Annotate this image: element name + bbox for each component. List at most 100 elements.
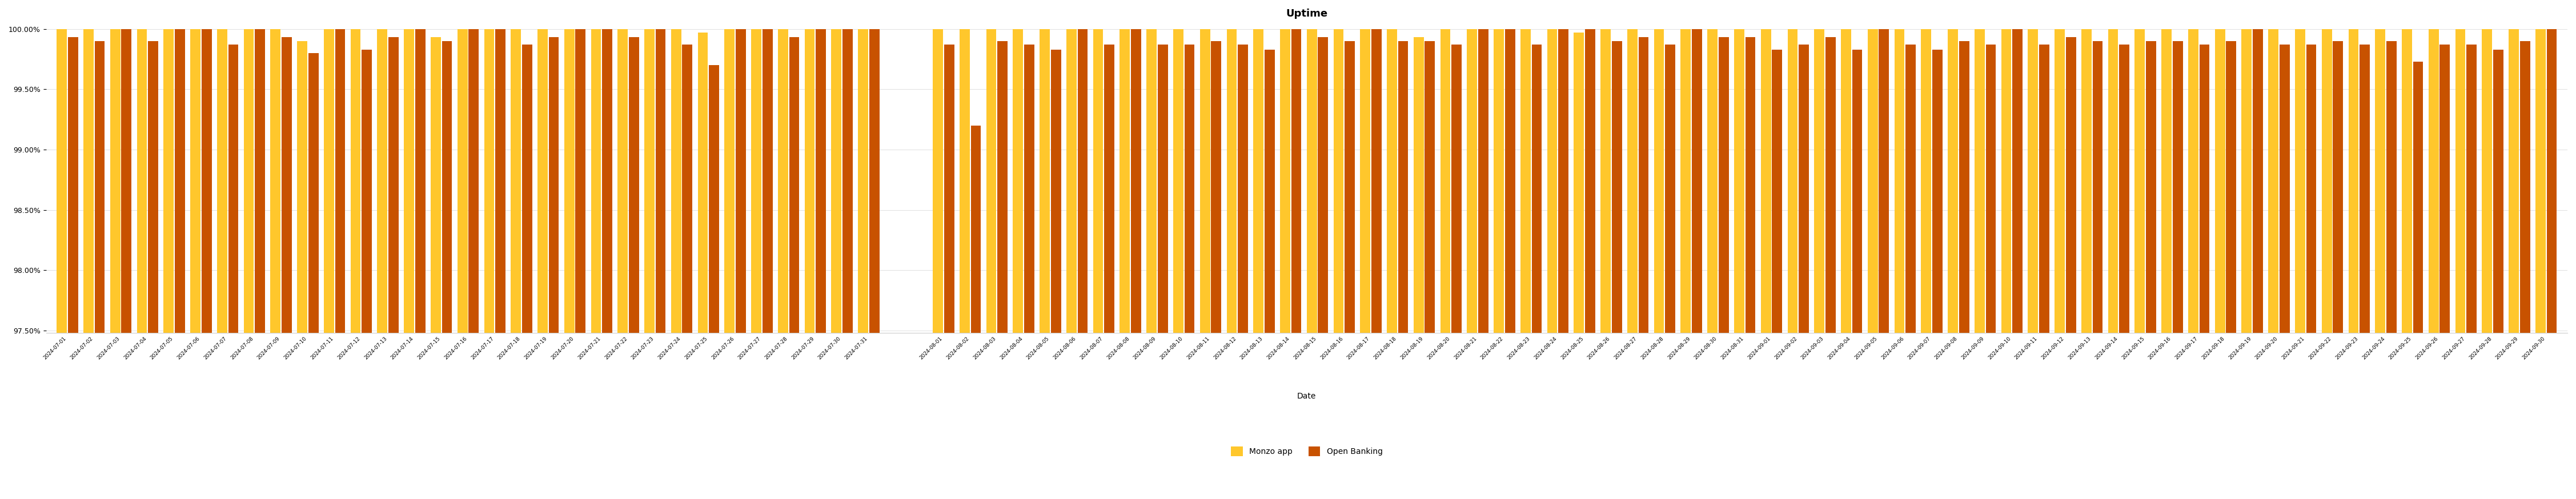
Bar — [270, 29, 281, 499]
Bar — [137, 29, 147, 499]
Bar — [335, 29, 345, 499]
Bar — [1798, 44, 1808, 499]
X-axis label: Date: Date — [1298, 392, 1316, 400]
Bar — [1958, 41, 1968, 499]
Bar — [1584, 29, 1595, 499]
Bar — [2187, 29, 2197, 499]
Bar — [1533, 44, 1543, 499]
Bar — [1360, 29, 1370, 499]
Bar — [1306, 29, 1316, 499]
Bar — [1494, 29, 1504, 499]
Bar — [2056, 29, 2066, 499]
Bar — [574, 29, 585, 499]
Bar — [590, 29, 600, 499]
Bar — [1092, 29, 1103, 499]
Bar — [1370, 29, 1381, 499]
Bar — [2360, 44, 2370, 499]
Bar — [2254, 29, 2262, 499]
Bar — [2136, 29, 2146, 499]
Bar — [1878, 29, 1888, 499]
Bar — [147, 41, 157, 499]
Bar — [201, 29, 211, 499]
Bar — [1932, 49, 1942, 499]
Bar — [1121, 29, 1131, 499]
Bar — [698, 32, 708, 499]
Bar — [1291, 29, 1301, 499]
Bar — [191, 29, 201, 499]
Bar — [1504, 29, 1515, 499]
Bar — [216, 29, 227, 499]
Bar — [469, 29, 479, 499]
Bar — [1479, 29, 1489, 499]
Bar — [943, 44, 953, 499]
Bar — [1051, 49, 1061, 499]
Bar — [281, 37, 291, 499]
Bar — [1680, 29, 1690, 499]
Bar — [2535, 29, 2545, 499]
Bar — [832, 29, 842, 499]
Bar — [2161, 29, 2172, 499]
Bar — [1157, 44, 1167, 499]
Bar — [2334, 41, 2344, 499]
Bar — [1265, 49, 1275, 499]
Bar — [325, 29, 335, 499]
Bar — [389, 37, 399, 499]
Bar — [1852, 49, 1862, 499]
Bar — [245, 29, 255, 499]
Bar — [2200, 44, 2210, 499]
Bar — [175, 29, 185, 499]
Bar — [2012, 29, 2022, 499]
Bar — [1172, 29, 1182, 499]
Bar — [933, 29, 943, 499]
Bar — [1466, 29, 1476, 499]
Bar — [2295, 29, 2306, 499]
Bar — [510, 29, 520, 499]
Bar — [2241, 29, 2251, 499]
Bar — [2215, 29, 2226, 499]
Bar — [1425, 41, 1435, 499]
Bar — [1345, 41, 1355, 499]
Bar — [1211, 41, 1221, 499]
Bar — [2455, 29, 2465, 499]
Bar — [629, 37, 639, 499]
Bar — [296, 41, 307, 499]
Bar — [1280, 29, 1291, 499]
Bar — [361, 49, 371, 499]
Bar — [1842, 29, 1852, 499]
Bar — [459, 29, 466, 499]
Bar — [971, 125, 981, 499]
Bar — [708, 65, 719, 499]
Bar — [1239, 44, 1247, 499]
Bar — [1200, 29, 1211, 499]
Bar — [1718, 37, 1728, 499]
Bar — [484, 29, 495, 499]
Bar — [2481, 29, 2491, 499]
Bar — [111, 29, 121, 499]
Bar — [1762, 29, 1770, 499]
Bar — [95, 41, 106, 499]
Bar — [1558, 29, 1569, 499]
Bar — [2002, 29, 2012, 499]
Bar — [2027, 29, 2038, 499]
Bar — [2429, 29, 2439, 499]
Bar — [1906, 44, 1917, 499]
Bar — [1788, 29, 1798, 499]
Bar — [1574, 32, 1584, 499]
Bar — [2321, 29, 2331, 499]
Bar — [1868, 29, 1878, 499]
Bar — [2269, 29, 2277, 499]
Bar — [2509, 29, 2519, 499]
Bar — [997, 41, 1007, 499]
Bar — [443, 41, 451, 499]
Bar — [2401, 29, 2411, 499]
Bar — [1440, 29, 1450, 499]
Bar — [2385, 41, 2396, 499]
Bar — [654, 29, 665, 499]
Bar — [644, 29, 654, 499]
Bar — [1922, 29, 1932, 499]
Bar — [1319, 37, 1329, 499]
Bar — [1334, 29, 1345, 499]
Bar — [987, 29, 997, 499]
Bar — [549, 37, 559, 499]
Bar — [958, 29, 969, 499]
